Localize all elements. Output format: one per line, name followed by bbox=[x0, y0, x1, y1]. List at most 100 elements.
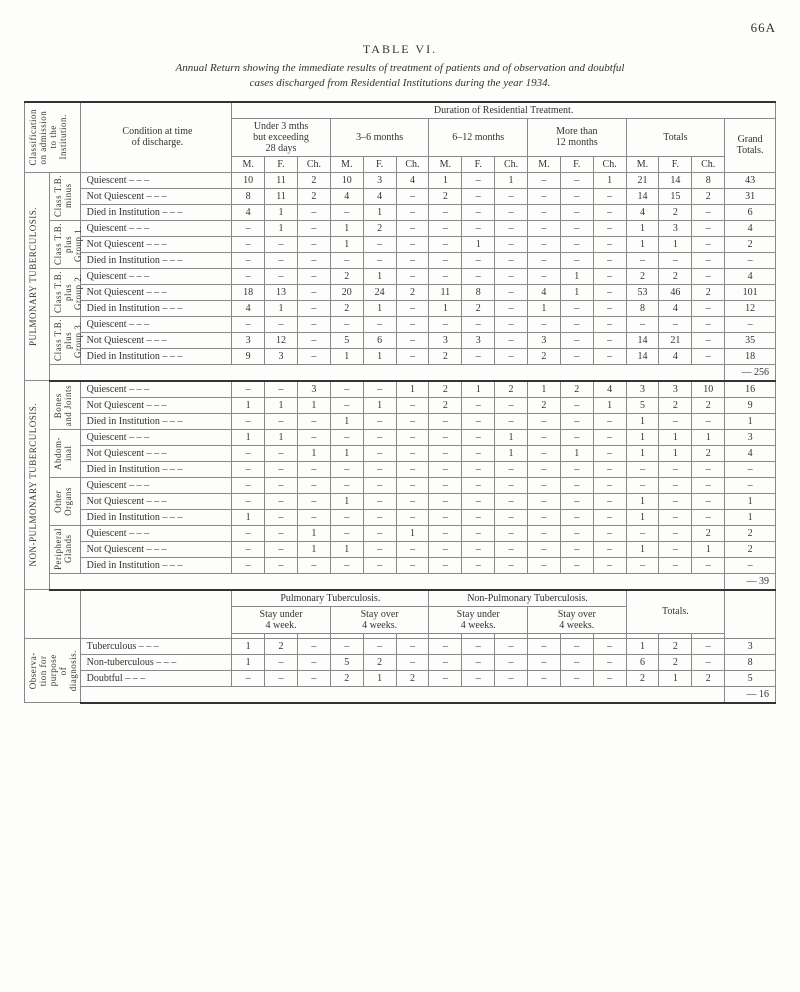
data-cell: – bbox=[462, 638, 495, 654]
data-cell: – bbox=[495, 236, 528, 252]
data-cell: – bbox=[232, 461, 265, 477]
data-cell: – bbox=[725, 252, 776, 268]
data-cell: 3 bbox=[429, 332, 462, 348]
data-cell: – bbox=[560, 172, 593, 188]
condition-label: Died in Institution – – – bbox=[80, 557, 232, 573]
data-cell: 2 bbox=[396, 284, 429, 300]
data-cell: – bbox=[330, 204, 363, 220]
data-cell: – bbox=[692, 348, 725, 364]
data-cell: – bbox=[396, 268, 429, 284]
data-cell: – bbox=[692, 236, 725, 252]
data-cell: – bbox=[232, 381, 265, 398]
data-cell: 4 bbox=[396, 172, 429, 188]
data-cell: – bbox=[429, 525, 462, 541]
data-cell: 14 bbox=[659, 172, 692, 188]
data-cell: – bbox=[232, 541, 265, 557]
data-cell: – bbox=[429, 204, 462, 220]
data-cell: – bbox=[659, 252, 692, 268]
data-cell: – bbox=[232, 670, 265, 686]
data-cell: – bbox=[429, 493, 462, 509]
data-cell: – bbox=[363, 429, 396, 445]
data-cell: – bbox=[429, 316, 462, 332]
data-cell: 1 bbox=[462, 236, 495, 252]
data-cell: – bbox=[330, 397, 363, 413]
data-cell: – bbox=[363, 493, 396, 509]
data-cell: – bbox=[429, 268, 462, 284]
data-cell: 1 bbox=[330, 445, 363, 461]
data-cell: 4 bbox=[330, 188, 363, 204]
data-cell: – bbox=[232, 236, 265, 252]
data-cell: 1 bbox=[330, 220, 363, 236]
data-cell: 1 bbox=[232, 638, 265, 654]
data-cell: 1 bbox=[626, 493, 659, 509]
data-cell: – bbox=[396, 541, 429, 557]
data-cell: – bbox=[626, 525, 659, 541]
data-cell: – bbox=[593, 252, 626, 268]
data-cell: – bbox=[692, 493, 725, 509]
col-totals: Totals bbox=[626, 118, 725, 156]
data-cell: 2 bbox=[330, 300, 363, 316]
data-cell: 8 bbox=[692, 172, 725, 188]
data-cell: – bbox=[265, 654, 298, 670]
h-f: F. bbox=[363, 156, 396, 172]
data-cell: – bbox=[462, 188, 495, 204]
data-cell: – bbox=[593, 654, 626, 670]
data-cell: – bbox=[462, 429, 495, 445]
data-cell: – bbox=[560, 461, 593, 477]
data-cell: 1 bbox=[626, 429, 659, 445]
data-cell: – bbox=[560, 429, 593, 445]
data-cell: – bbox=[626, 461, 659, 477]
table-title: TABLE VI. bbox=[24, 42, 776, 57]
data-cell: 1 bbox=[626, 638, 659, 654]
data-cell: – bbox=[659, 316, 692, 332]
data-cell: 5 bbox=[725, 670, 776, 686]
data-cell: – bbox=[560, 638, 593, 654]
subtotal: — 39 bbox=[725, 573, 776, 590]
data-cell: – bbox=[265, 381, 298, 398]
data-cell: 1 bbox=[560, 268, 593, 284]
data-cell: 1 bbox=[363, 268, 396, 284]
data-cell: – bbox=[330, 252, 363, 268]
data-cell: – bbox=[462, 445, 495, 461]
data-cell: 2 bbox=[429, 348, 462, 364]
data-cell: – bbox=[363, 252, 396, 268]
data-cell: – bbox=[626, 557, 659, 573]
data-cell: – bbox=[462, 413, 495, 429]
data-cell: – bbox=[495, 397, 528, 413]
data-cell: – bbox=[232, 493, 265, 509]
data-cell: – bbox=[429, 461, 462, 477]
stay-over: Stay over 4 weeks. bbox=[330, 606, 429, 633]
data-cell: 10 bbox=[330, 172, 363, 188]
subsection-periph: Peripheral Glands bbox=[50, 525, 80, 573]
data-cell: – bbox=[527, 525, 560, 541]
data-cell: – bbox=[462, 509, 495, 525]
data-cell: – bbox=[330, 461, 363, 477]
data-cell: – bbox=[462, 220, 495, 236]
h-m: M. bbox=[330, 156, 363, 172]
data-cell: – bbox=[363, 445, 396, 461]
data-cell: – bbox=[462, 204, 495, 220]
data-cell: – bbox=[396, 509, 429, 525]
condition-label: Died in Institution – – – bbox=[80, 252, 232, 268]
data-cell: 2 bbox=[659, 397, 692, 413]
data-cell: 1 bbox=[297, 525, 330, 541]
data-cell: – bbox=[527, 638, 560, 654]
data-cell: – bbox=[363, 236, 396, 252]
data-cell: – bbox=[527, 541, 560, 557]
data-cell: 8 bbox=[725, 654, 776, 670]
data-cell: 1 bbox=[265, 429, 298, 445]
data-cell: – bbox=[462, 525, 495, 541]
data-cell: – bbox=[363, 525, 396, 541]
condition-label: Non-tuberculous – – – bbox=[80, 654, 232, 670]
data-cell: – bbox=[396, 316, 429, 332]
data-cell: – bbox=[560, 252, 593, 268]
data-cell: – bbox=[297, 268, 330, 284]
data-cell: 2 bbox=[495, 381, 528, 398]
data-cell: – bbox=[560, 493, 593, 509]
data-cell: 4 bbox=[527, 284, 560, 300]
data-cell: – bbox=[692, 413, 725, 429]
data-cell: – bbox=[363, 316, 396, 332]
data-cell: – bbox=[527, 204, 560, 220]
h-m: M. bbox=[527, 156, 560, 172]
data-cell: – bbox=[593, 525, 626, 541]
